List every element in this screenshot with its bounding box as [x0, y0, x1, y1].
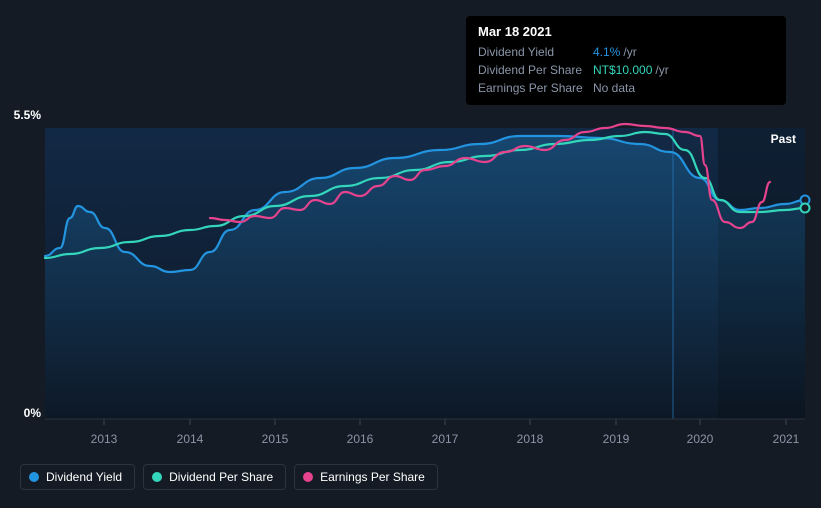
x-axis-tick: 2018: [517, 432, 544, 446]
x-axis-tick: 2013: [91, 432, 118, 446]
y-axis-tick: 5.5%: [1, 108, 41, 122]
chart-tooltip: Mar 18 2021 Dividend Yield4.1%/yrDividen…: [466, 16, 786, 105]
legend-dot-icon: [152, 472, 162, 482]
tooltip-date: Mar 18 2021: [478, 24, 774, 39]
tooltip-row: Dividend Per ShareNT$10.000/yr: [478, 61, 774, 79]
tooltip-row-unit: /yr: [623, 45, 636, 59]
past-label: Past: [771, 132, 796, 146]
tooltip-row-label: Earnings Per Share: [478, 81, 593, 95]
x-axis-tick: 2021: [773, 432, 800, 446]
x-axis-tick: 2020: [687, 432, 714, 446]
legend-dot-icon: [29, 472, 39, 482]
legend-dot-icon: [303, 472, 313, 482]
x-axis-tick: 2014: [177, 432, 204, 446]
legend-item-label: Dividend Per Share: [169, 470, 273, 484]
tooltip-row-unit: /yr: [655, 63, 668, 77]
x-axis-tick: 2016: [347, 432, 374, 446]
tooltip-row-value: NT$10.000: [593, 63, 652, 77]
legend-item[interactable]: Dividend Per Share: [143, 464, 286, 490]
chart-legend: Dividend Yield Dividend Per Share Earnings…: [20, 464, 438, 490]
tooltip-row-label: Dividend Yield: [478, 45, 593, 59]
legend-item-label: Dividend Yield: [46, 470, 122, 484]
legend-item-label: Earnings Per Share: [320, 470, 425, 484]
tooltip-row-value: No data: [593, 81, 635, 95]
tooltip-row-value: 4.1%: [593, 45, 620, 59]
legend-item[interactable]: Earnings Per Share: [294, 464, 438, 490]
y-axis-tick: 0%: [1, 406, 41, 420]
x-axis-tick: 2017: [432, 432, 459, 446]
x-axis-tick: 2015: [262, 432, 289, 446]
tooltip-row-label: Dividend Per Share: [478, 63, 593, 77]
tooltip-row: Earnings Per ShareNo data: [478, 79, 774, 97]
x-axis-tick: 2019: [603, 432, 630, 446]
tooltip-row: Dividend Yield4.1%/yr: [478, 43, 774, 61]
legend-item[interactable]: Dividend Yield: [20, 464, 135, 490]
